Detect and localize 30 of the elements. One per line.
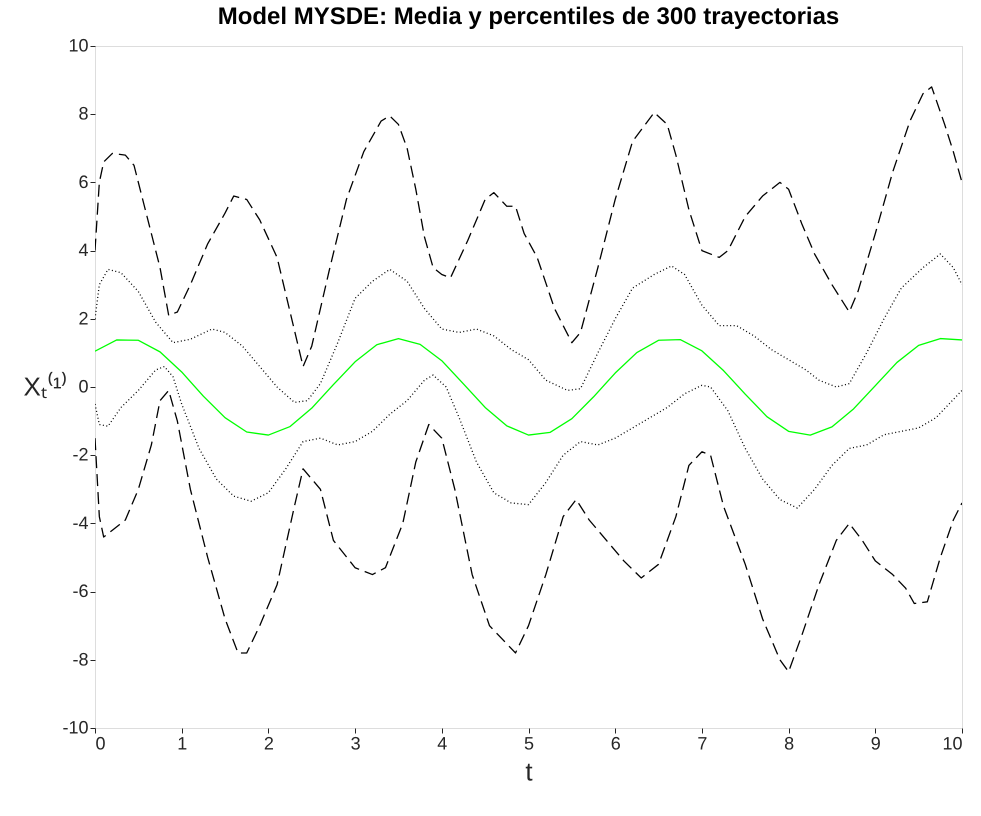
y-tick-label: 10: [68, 36, 88, 56]
x-tick-label: 10: [942, 734, 962, 754]
x-tick-label: 8: [784, 734, 794, 754]
x-tick-label: 2: [264, 734, 274, 754]
x-tick-label: 9: [870, 734, 881, 754]
x-tick-label: 1: [177, 734, 188, 754]
x-axis-title: t: [525, 756, 534, 786]
x-tick-label: 5: [524, 734, 534, 754]
y-tick-label: -6: [72, 581, 88, 602]
y-tick-label: -2: [72, 444, 88, 465]
line-series: [95, 390, 962, 672]
y-tick-label: 2: [78, 308, 88, 328]
y-tick-label: 0: [78, 376, 88, 396]
line-series: [95, 86, 962, 368]
x-tick-label: 7: [697, 734, 708, 754]
y-axis-title: Xₜ⁽¹⁾: [24, 372, 68, 402]
y-tick-label: 8: [78, 104, 88, 124]
line-series: [95, 366, 962, 509]
x-tick-label: 0: [96, 734, 106, 754]
chart-title: Model MYSDE: Media y percentiles de 300 trayectorias: [218, 3, 840, 30]
y-tick-label: 4: [78, 240, 88, 260]
x-tick-label: 3: [350, 734, 361, 754]
y-tick-label: -10: [62, 718, 88, 738]
y-tick-label: 6: [78, 172, 88, 192]
line-series: [95, 338, 962, 436]
y-tick-label: -4: [72, 512, 88, 533]
y-tick-label: -8: [72, 649, 88, 670]
line-series: [95, 253, 962, 403]
x-tick-label: 6: [610, 734, 621, 754]
x-tick-label: 4: [437, 734, 448, 754]
